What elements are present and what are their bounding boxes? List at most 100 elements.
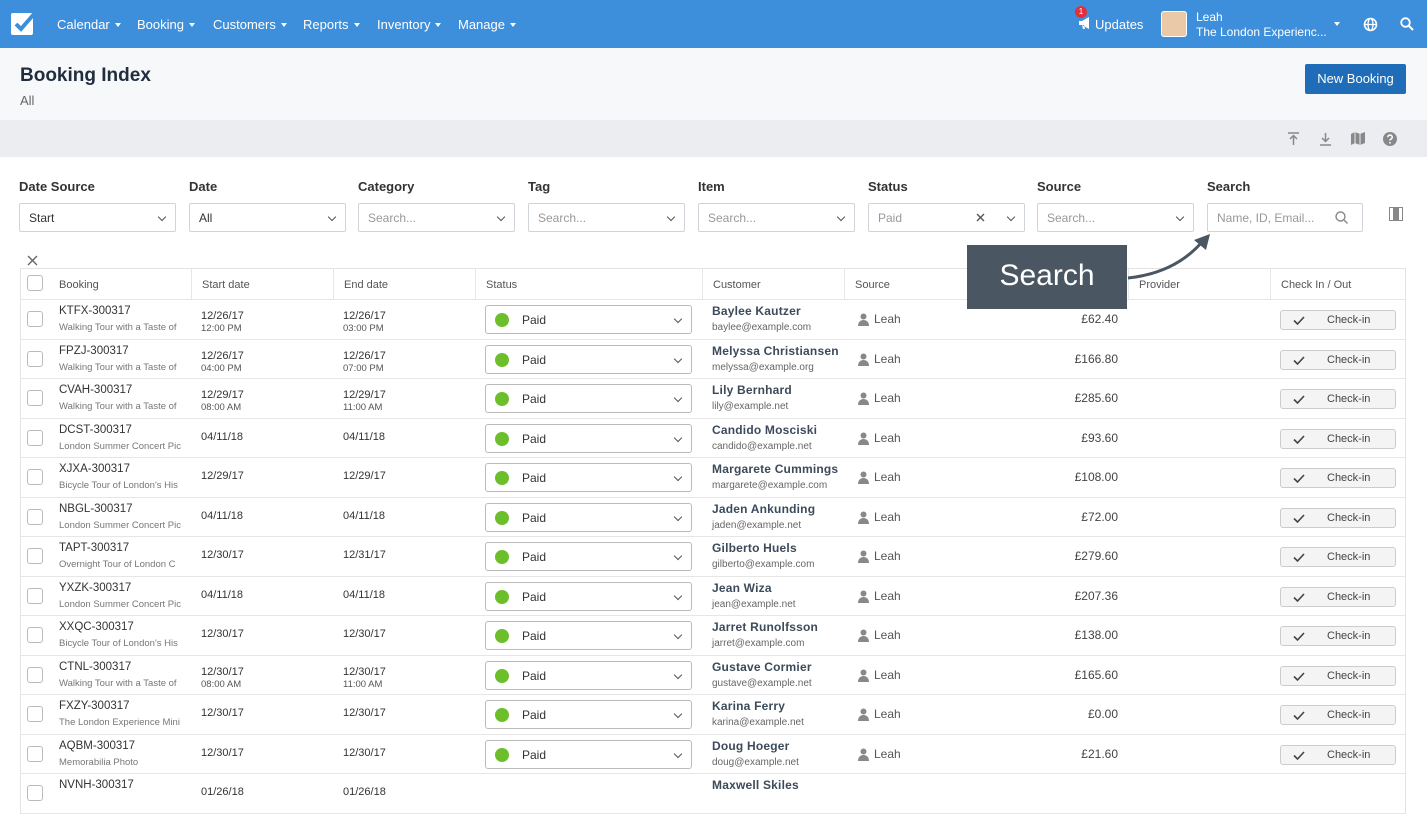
dropdown-chevron[interactable]	[673, 354, 683, 363]
dropdown-chevron[interactable]	[673, 314, 683, 324]
status-select[interactable]: Paid	[485, 384, 692, 413]
help-icon[interactable]	[1383, 132, 1397, 146]
check-in-button[interactable]: Check-in	[1280, 468, 1396, 488]
search-icon[interactable]	[1335, 211, 1348, 224]
column-header[interactable]: Provider	[1128, 269, 1270, 299]
customer-name[interactable]: Melyssa Christiansen	[712, 343, 839, 358]
column-header[interactable]: Customer	[702, 269, 844, 299]
check-in-button[interactable]: Check-in	[1280, 626, 1396, 646]
booking-id[interactable]: CVAH-300317	[59, 384, 133, 396]
dropdown-chevron[interactable]	[836, 212, 846, 222]
column-header[interactable]: End date	[333, 269, 475, 299]
check-in-button[interactable]: Check-in	[1280, 547, 1396, 567]
column-toggle-icon[interactable]	[1389, 207, 1403, 221]
filter-input[interactable]: Paid	[868, 203, 1025, 232]
row-checkbox[interactable]	[27, 469, 43, 485]
customer-name[interactable]: Jean Wiza	[712, 580, 772, 595]
nav-menu[interactable]: Calendar	[57, 17, 121, 32]
row-checkbox[interactable]	[27, 548, 43, 564]
dropdown-chevron[interactable]	[673, 749, 683, 758]
nav-label[interactable]: Customers	[213, 17, 276, 32]
dropdown-chevron[interactable]	[673, 512, 683, 521]
filter-input[interactable]: Search...	[1037, 203, 1194, 232]
row-checkbox[interactable]	[27, 390, 43, 406]
row-checkbox[interactable]	[27, 350, 43, 367]
customer-name[interactable]: Gustave Cormier	[712, 659, 812, 674]
booking-id[interactable]: NBGL-300317	[59, 502, 133, 515]
dropdown-chevron[interactable]	[673, 472, 683, 482]
nav-label[interactable]: Manage	[458, 17, 505, 32]
dropdown-chevron[interactable]	[673, 670, 683, 679]
select-all-checkbox[interactable]	[27, 275, 43, 291]
booking-id[interactable]: AQBM-300317	[59, 739, 136, 752]
nav-caret[interactable]	[353, 23, 360, 27]
booking-id[interactable]: XJXA-300317	[59, 463, 130, 475]
nav-caret[interactable]	[280, 23, 287, 27]
nav-menu[interactable]: Reports	[303, 17, 360, 32]
column-header[interactable]: Start date	[191, 269, 333, 299]
column-header[interactable]: Status	[475, 269, 702, 299]
customer-name[interactable]: Doug Hoeger	[712, 738, 790, 753]
dropdown-chevron[interactable]	[1175, 212, 1185, 222]
logo[interactable]	[11, 11, 36, 36]
check-in-button[interactable]: Check-in	[1280, 705, 1396, 725]
updates-link[interactable]: Updates	[1095, 17, 1144, 32]
customer-name[interactable]: Karina Ferry	[712, 699, 786, 713]
customer-name[interactable]: Gilberto Huels	[712, 541, 797, 555]
nav-label[interactable]: Reports	[303, 17, 349, 32]
download-icon[interactable]	[1319, 132, 1332, 146]
row-checkbox[interactable]	[27, 429, 43, 446]
filter-input[interactable]: Search...	[698, 203, 855, 232]
check-in-button[interactable]: Check-in	[1280, 349, 1396, 370]
status-select[interactable]: Paid	[485, 542, 692, 571]
nav-menu[interactable]: Inventory	[377, 17, 442, 32]
row-checkbox[interactable]	[27, 311, 43, 327]
customer-name[interactable]: Maxwell Skiles	[712, 778, 799, 792]
status-select[interactable]: Paid	[485, 423, 692, 453]
dropdown-chevron[interactable]	[673, 709, 683, 719]
row-checkbox[interactable]	[27, 627, 43, 643]
map-icon[interactable]	[1351, 132, 1365, 145]
booking-id[interactable]: FXZY-300317	[59, 700, 130, 712]
dropdown-chevron[interactable]	[496, 212, 506, 222]
user-org[interactable]: The London Experienc...	[1196, 25, 1327, 39]
dropdown-chevron[interactable]	[673, 393, 683, 403]
status-select[interactable]: Paid	[485, 344, 692, 374]
dropdown-chevron[interactable]	[673, 433, 683, 442]
check-in-button[interactable]: Check-in	[1280, 586, 1396, 607]
nav-caret[interactable]	[114, 23, 121, 27]
check-in-button[interactable]: Check-in	[1280, 665, 1396, 686]
row-checkbox[interactable]	[27, 745, 43, 762]
booking-id[interactable]: YXZK-300317	[59, 581, 132, 594]
status-select[interactable]: Paid	[485, 502, 692, 532]
status-select[interactable]: Paid	[485, 660, 692, 690]
user-name[interactable]: Leah	[1196, 10, 1223, 24]
clear-filters-icon[interactable]	[27, 255, 38, 266]
customer-name[interactable]: Jaden Ankunding	[712, 501, 816, 516]
clear-icon[interactable]	[976, 213, 985, 222]
row-checkbox[interactable]	[27, 785, 43, 801]
dropdown-chevron[interactable]	[673, 551, 683, 561]
upload-icon[interactable]	[1287, 132, 1300, 146]
dropdown-chevron[interactable]	[673, 591, 683, 600]
nav-label[interactable]: Calendar	[57, 17, 110, 32]
column-header[interactable]: Source	[844, 269, 986, 299]
customer-name[interactable]: Margarete Cummings	[712, 462, 839, 476]
check-in-button[interactable]: Check-in	[1280, 507, 1396, 528]
row-checkbox[interactable]	[27, 587, 43, 604]
status-select[interactable]: Paid	[485, 700, 692, 729]
nav-menu[interactable]: Manage	[458, 17, 516, 32]
filter-input[interactable]: Search...	[528, 203, 685, 232]
row-checkbox[interactable]	[27, 508, 43, 525]
filter-input[interactable]: Name, ID, Email...	[1207, 203, 1363, 232]
avatar[interactable]	[1161, 11, 1187, 37]
dropdown-chevron[interactable]	[1006, 212, 1016, 222]
filter-input[interactable]: Start	[19, 203, 176, 232]
updates-icon[interactable]	[1078, 16, 1092, 30]
row-checkbox[interactable]	[27, 706, 43, 722]
booking-id[interactable]: FPZJ-300317	[59, 344, 129, 357]
user-caret[interactable]	[1334, 22, 1340, 26]
check-in-button[interactable]: Check-in	[1280, 389, 1396, 409]
booking-id[interactable]: NVNH-300317	[59, 779, 134, 791]
booking-id[interactable]: XXQC-300317	[59, 621, 134, 633]
